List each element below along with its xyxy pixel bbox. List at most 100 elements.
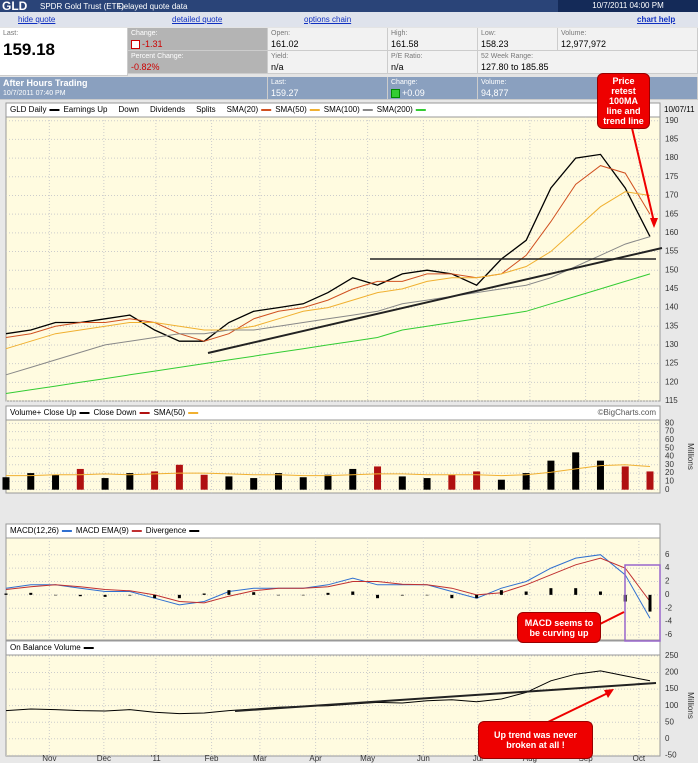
bar	[252, 592, 256, 595]
y-tick-label: 0	[665, 734, 670, 743]
bar	[374, 466, 382, 490]
x-tick-label: May	[360, 754, 375, 763]
down-icon	[131, 40, 140, 49]
trend-line	[207, 247, 663, 354]
bar	[29, 592, 33, 595]
y-tick-label: 170	[665, 191, 679, 200]
y-tick-label: 0	[665, 485, 670, 494]
line-series	[5, 236, 651, 376]
up-icon	[391, 89, 400, 98]
line-series	[5, 554, 651, 619]
y-tick-label: 150	[665, 684, 679, 693]
link[interactable]: hide quote	[18, 15, 56, 24]
y-axis-label: Millions	[686, 443, 695, 470]
line-series	[5, 165, 651, 342]
link[interactable]: options chain	[304, 15, 352, 24]
y-tick-label: 6	[665, 550, 670, 559]
y-tick-label: 60	[665, 435, 674, 444]
y-tick-label: -2	[665, 603, 673, 612]
label: Volume:	[481, 79, 507, 86]
label: Last:	[3, 30, 19, 37]
legend-label: MACD(12,26)	[10, 526, 59, 535]
arrow-head	[650, 218, 658, 228]
quote-cell: Yield: n/a	[268, 51, 388, 74]
bar	[274, 473, 282, 490]
value: 94,877	[481, 88, 509, 98]
bar	[326, 592, 330, 595]
legend-label: Dividends	[150, 105, 185, 114]
x-tick-label: Nov	[42, 754, 56, 763]
legend-label: SMA(50)	[275, 105, 307, 114]
legend-label: MACD EMA(9)	[76, 526, 129, 535]
links-row	[0, 12, 698, 27]
line-series	[5, 153, 651, 342]
y-tick-label: 150	[665, 265, 679, 274]
label: Volume:	[561, 30, 587, 37]
top-bar: GLD SPDR Gold Trust (ETF) Delayed quote …	[0, 0, 698, 13]
value: 127.80 to 185.85	[481, 62, 549, 72]
value: 12,977,972	[561, 39, 607, 49]
highlight-box	[624, 564, 661, 642]
legend-label: Splits	[196, 105, 216, 114]
value: -1.31	[142, 39, 163, 49]
bar	[423, 478, 431, 490]
bar	[4, 593, 8, 595]
bar	[522, 473, 530, 490]
quote-note: Delayed quote data	[118, 2, 188, 11]
label: Change:	[391, 79, 418, 86]
bar	[101, 478, 109, 490]
value: n/a	[271, 62, 284, 72]
bar	[175, 464, 183, 490]
line-series	[5, 191, 651, 350]
last-cell: Last: 159.18	[0, 28, 128, 76]
legend-label: Divergence	[146, 526, 187, 535]
y-tick-label: 200	[665, 668, 679, 677]
bar	[301, 594, 305, 596]
legend-label: GLD Daily	[10, 105, 46, 114]
label: High:	[391, 30, 408, 37]
y-tick-label: 0	[665, 590, 670, 599]
arrow	[631, 127, 655, 223]
bar	[450, 594, 454, 599]
y-tick-label: 145	[665, 284, 679, 293]
bar	[547, 460, 555, 490]
bar	[128, 594, 132, 596]
value: 158.23	[481, 39, 509, 49]
bar	[200, 474, 208, 490]
bar	[225, 476, 233, 490]
value: 161.58	[391, 39, 419, 49]
y-tick-label: 40	[665, 452, 674, 461]
legend-label: On Balance Volume	[10, 643, 81, 652]
bar	[621, 466, 629, 490]
y-tick-label: 30	[665, 460, 674, 469]
line-series	[6, 464, 651, 477]
after-hours-cell: Change: +0.09	[388, 77, 478, 100]
x-tick-label: Dec	[97, 754, 111, 763]
bar	[276, 594, 280, 596]
x-tick-label: '11	[151, 754, 161, 763]
bar	[76, 468, 84, 490]
bar	[448, 474, 456, 490]
link[interactable]: chart help	[637, 15, 676, 24]
after-hours-title: After Hours Trading	[3, 78, 88, 88]
bar	[648, 594, 652, 612]
y-tick-label: 160	[665, 228, 679, 237]
quote-cell: Open: 161.02	[268, 28, 388, 51]
y-tick-label: 100	[665, 701, 679, 710]
y-tick-label: 180	[665, 153, 679, 162]
panel-header	[5, 640, 661, 656]
after-hours-cell: Last: 159.27	[268, 77, 388, 100]
y-tick-label: 155	[665, 247, 679, 256]
y-tick-label: 70	[665, 427, 674, 436]
bar	[78, 594, 82, 597]
link[interactable]: detailed quote	[172, 15, 223, 24]
y-tick-label: 50	[665, 717, 674, 726]
x-tick-label: Apr	[309, 754, 322, 763]
bar	[299, 477, 307, 490]
bar	[177, 594, 181, 599]
y-tick-label: 125	[665, 359, 679, 368]
bar	[524, 591, 528, 595]
value: n/a	[391, 62, 404, 72]
quote-cell: Percent Change: -0.82%	[128, 51, 268, 74]
